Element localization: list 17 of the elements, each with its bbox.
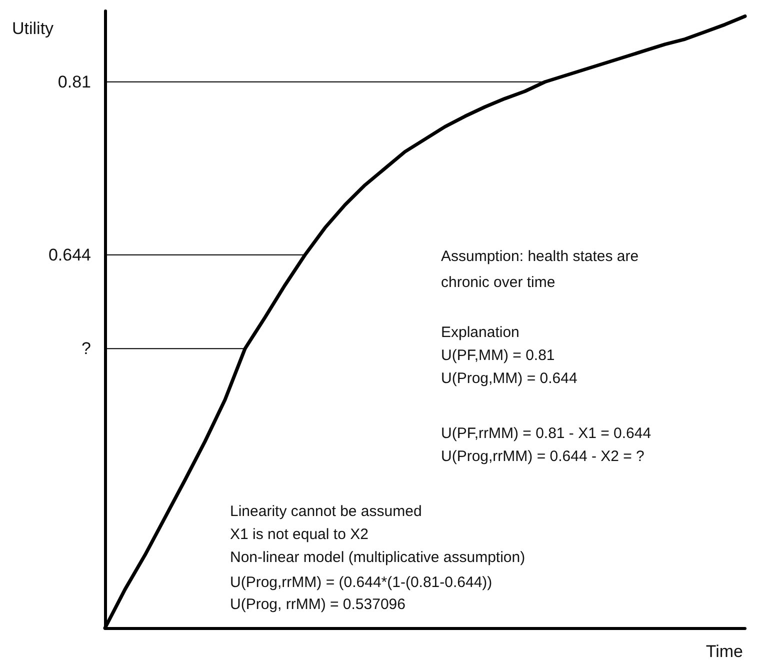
annotation: Assumption: health states are bbox=[441, 248, 639, 265]
annotation: U(PF,rrMM) = 0.81 - X1 = 0.644 bbox=[441, 425, 652, 442]
y-tick-label: ? bbox=[82, 339, 91, 358]
y-tick-label: 0.81 bbox=[58, 72, 91, 92]
annotation: U(Prog,MM) = 0.644 bbox=[441, 370, 578, 387]
annotation: chronic over time bbox=[441, 274, 556, 291]
annotation: Explanation bbox=[441, 324, 520, 341]
annotation: U(PF,MM) = 0.81 bbox=[441, 347, 555, 364]
y-axis-title: Utility bbox=[12, 19, 54, 38]
annotation: U(Prog, rrMM) = 0.537096 bbox=[230, 596, 406, 613]
x-axis-title: Time bbox=[706, 642, 744, 661]
annotation: Linearity cannot be assumed bbox=[230, 503, 422, 520]
annotation: U(Prog,rrMM) = 0.644 - X2 = ? bbox=[441, 448, 644, 465]
annotation: U(Prog,rrMM) = (0.644*(1-(0.81-0.644)) bbox=[230, 574, 492, 591]
annotation: Non-linear model (multiplicative assumption) bbox=[230, 549, 526, 566]
y-tick-label: 0.644 bbox=[48, 245, 91, 264]
annotation: X1 is not equal to X2 bbox=[230, 526, 368, 543]
